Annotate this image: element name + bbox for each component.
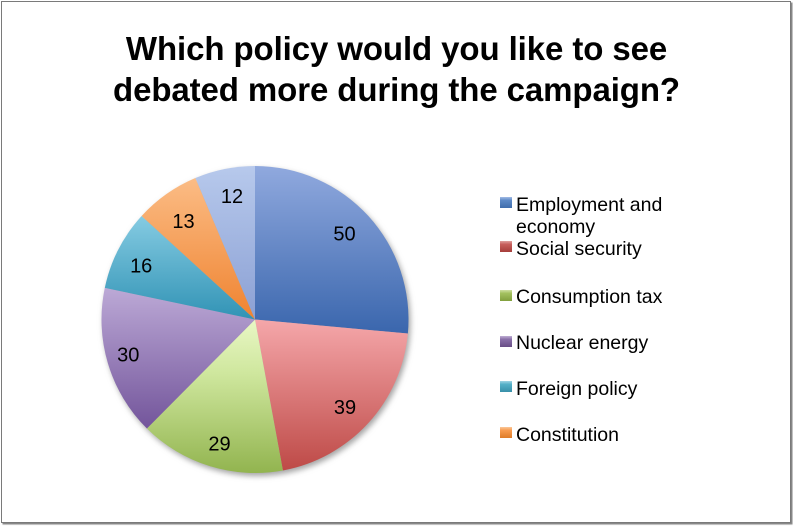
svg-text:50: 50 xyxy=(333,224,355,246)
svg-text:16: 16 xyxy=(130,256,152,278)
svg-text:39: 39 xyxy=(334,397,356,419)
svg-text:12: 12 xyxy=(221,186,243,208)
svg-text:30: 30 xyxy=(117,345,139,367)
svg-text:13: 13 xyxy=(172,211,194,233)
svg-text:29: 29 xyxy=(208,434,230,456)
